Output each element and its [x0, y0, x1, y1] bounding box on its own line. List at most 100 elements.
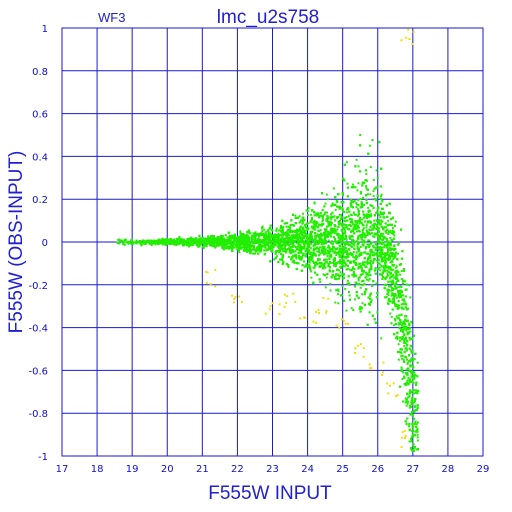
data-point: [400, 355, 403, 358]
data-point: [331, 202, 334, 205]
data-point: [356, 246, 359, 249]
data-point: [337, 302, 340, 305]
data-point: [385, 231, 388, 234]
data-point: [383, 246, 386, 249]
data-point: [378, 262, 381, 265]
data-point: [329, 253, 332, 256]
data-point: [335, 273, 338, 276]
data-point: [397, 323, 400, 326]
data-point: [334, 301, 337, 304]
data-point: [337, 293, 340, 296]
data-point: [413, 405, 416, 408]
data-point: [401, 377, 404, 380]
data-point: [354, 298, 357, 301]
data-point: [274, 241, 277, 244]
data-point: [338, 249, 341, 252]
data-point: [355, 203, 358, 206]
data-point: [215, 242, 218, 245]
data-point: [348, 283, 351, 286]
data-point: [354, 228, 357, 231]
data-point: [292, 236, 295, 239]
data-point: [279, 227, 282, 230]
data-point: [399, 293, 402, 296]
data-point: [415, 423, 418, 426]
data-point: [259, 246, 262, 249]
data-point: [321, 220, 324, 223]
data-point: [291, 251, 294, 254]
data-point: [298, 232, 301, 235]
data-point: [364, 271, 367, 274]
data-point: [396, 350, 399, 353]
data-point: [398, 306, 401, 309]
data-point: [366, 259, 369, 262]
data-point: [309, 247, 312, 250]
data-point: [357, 199, 360, 202]
data-point: [407, 331, 410, 334]
data-point: [287, 255, 290, 258]
data-point: [369, 274, 372, 277]
data-point: [350, 224, 353, 227]
data-point: [361, 234, 364, 237]
data-point: [278, 258, 281, 261]
data-point: [350, 214, 353, 217]
data-point: [361, 218, 364, 221]
data-point: [388, 277, 391, 280]
data-point: [396, 296, 399, 299]
data-point: [358, 226, 361, 229]
data-point: [354, 186, 357, 189]
data-point: [365, 224, 368, 227]
data-point: [389, 273, 392, 276]
data-point: [389, 312, 392, 315]
data-point: [409, 296, 412, 299]
data-point: [393, 224, 396, 227]
data-point: [413, 417, 416, 420]
data-point: [375, 169, 378, 172]
data-point: [400, 303, 403, 306]
data-point: [359, 246, 362, 249]
data-point: [413, 358, 416, 361]
data-point: [386, 272, 389, 275]
data-point: [351, 273, 354, 276]
data-point: [416, 361, 419, 364]
data-point: [303, 229, 306, 232]
data-point: [340, 241, 343, 244]
data-point: [405, 315, 408, 318]
data-point: [332, 262, 335, 265]
data-point: [397, 286, 400, 289]
data-point: [383, 296, 386, 299]
data-point: [402, 371, 405, 374]
data-point: [394, 287, 397, 290]
data-point: [368, 144, 371, 147]
data-point: [361, 268, 364, 271]
data-point: [288, 250, 291, 253]
data-point: [355, 158, 358, 161]
data-point: [324, 238, 327, 241]
data-point: [393, 263, 396, 266]
data-point: [224, 234, 227, 237]
data-point: [385, 275, 388, 278]
data-point: [324, 211, 327, 214]
data-point: [269, 234, 272, 237]
data-point: [392, 273, 395, 276]
data-point: [371, 250, 374, 253]
data-point: [379, 215, 382, 218]
data-point: [352, 255, 355, 258]
data-point: [363, 234, 366, 237]
data-point: [315, 212, 318, 215]
data-point: [389, 280, 392, 283]
data-point: [276, 255, 279, 258]
data-point: [327, 265, 330, 268]
data-point: [302, 231, 305, 234]
data-point: [384, 260, 387, 263]
data-point: [334, 247, 337, 250]
data-point: [367, 245, 370, 248]
data-point: [344, 250, 347, 253]
data-point: [400, 352, 403, 355]
data-point: [330, 218, 333, 221]
data-point: [359, 190, 362, 193]
data-point: [399, 273, 402, 276]
data-point: [353, 244, 356, 247]
data-point: [306, 213, 309, 216]
data-point: [281, 237, 284, 240]
